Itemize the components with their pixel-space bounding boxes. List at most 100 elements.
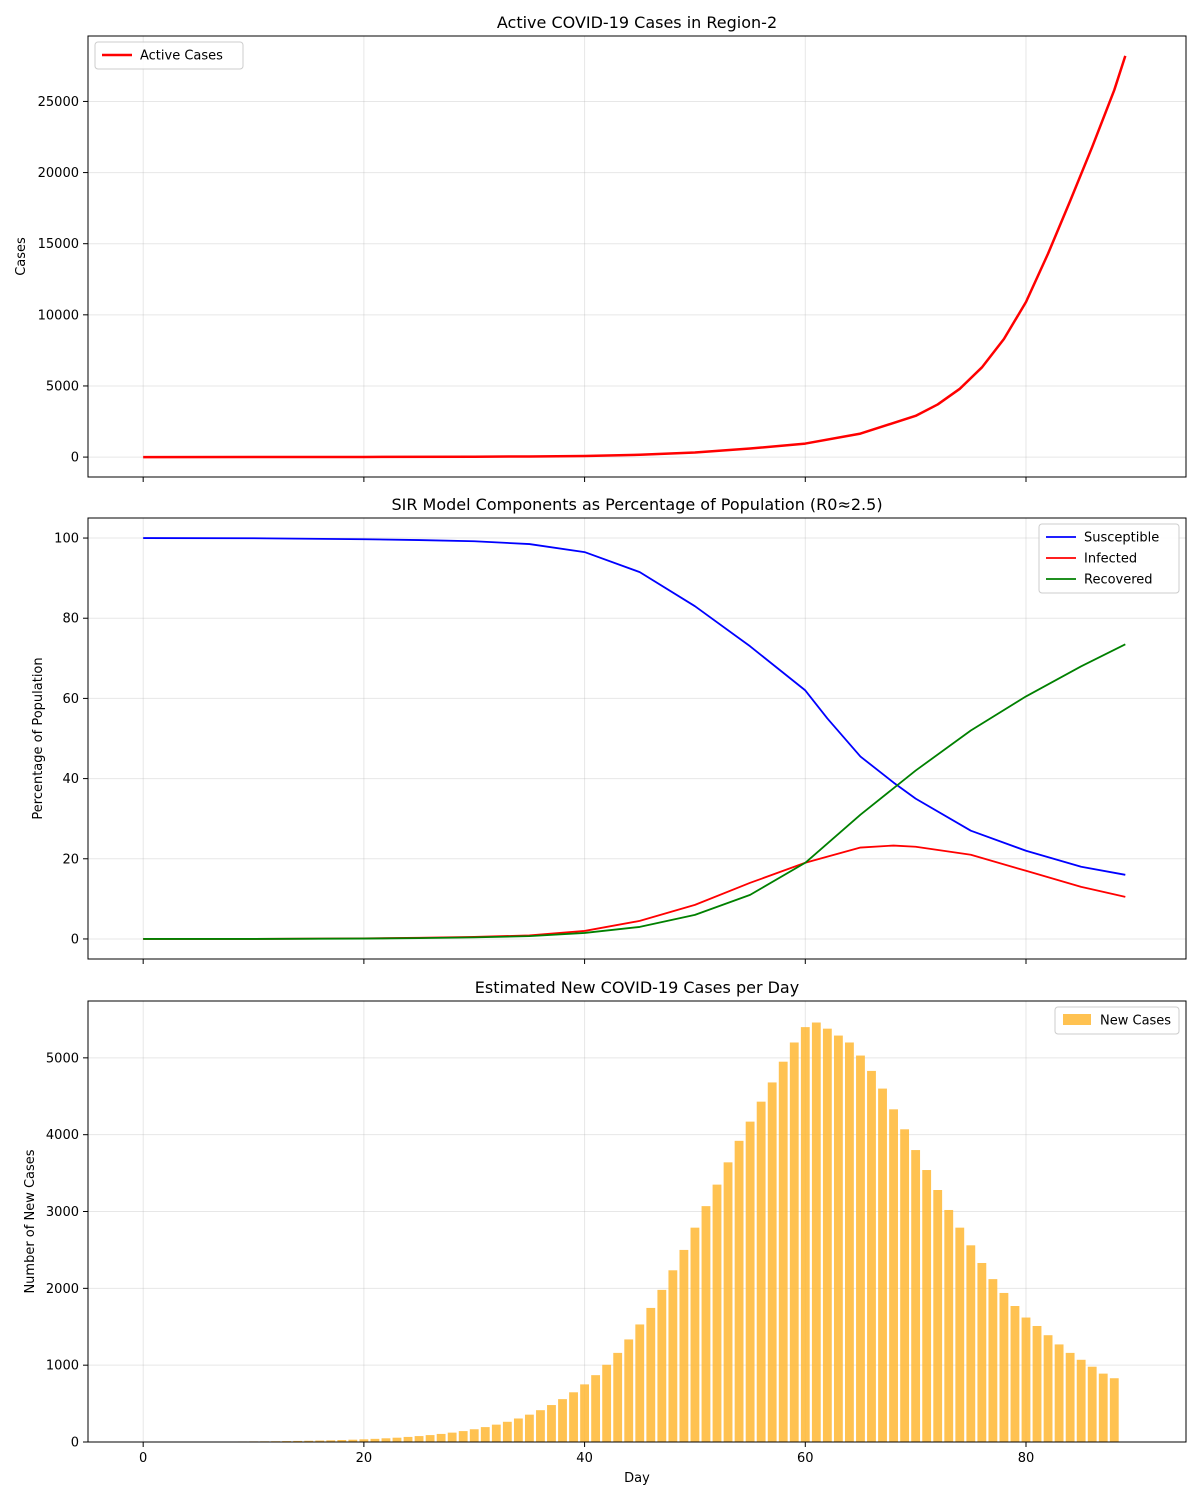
x-tick-label: 40 (576, 1451, 593, 1466)
chart-panel-1: 0 5000 10000 15000 20000 25000 Active COVID-19… (14, 13, 1187, 482)
legend-label: Recovered (1084, 573, 1153, 588)
bar (690, 1227, 700, 1442)
bar (668, 1270, 678, 1442)
y-tick-label: 60 (62, 692, 79, 707)
y-tick-label: 0 (71, 932, 79, 947)
bar (414, 1436, 424, 1442)
bar (977, 1262, 987, 1442)
bar (756, 1101, 766, 1442)
bar (480, 1427, 490, 1442)
bar (359, 1439, 369, 1442)
bar (944, 1209, 954, 1442)
x-tick-label: 60 (797, 1451, 814, 1466)
y-tick-label: 15000 (38, 237, 79, 252)
bar (1098, 1373, 1108, 1442)
legend-swatch (1063, 1014, 1091, 1025)
bar (1065, 1352, 1075, 1442)
bar (469, 1429, 479, 1442)
bar (911, 1150, 921, 1442)
plot-area (143, 537, 1126, 940)
bar (789, 1042, 799, 1442)
bar (524, 1414, 534, 1442)
bar (381, 1438, 391, 1442)
legend: Susceptible Infected Recovered (1038, 523, 1180, 594)
bar (304, 1440, 314, 1442)
bar (458, 1431, 468, 1442)
y-tick-label: 1000 (46, 1359, 79, 1374)
legend: New Cases (1054, 1006, 1180, 1035)
bar (933, 1190, 943, 1442)
plot-area (143, 55, 1127, 459)
bar (436, 1433, 446, 1442)
chart-title: Active COVID-19 Cases in Region-2 (497, 13, 777, 32)
y-axis-label: Number of New Cases (23, 1149, 38, 1293)
bar (701, 1206, 711, 1442)
bar (878, 1088, 887, 1442)
chart-panel-2: 0 20 40 60 80 100 SIR Model Components as Perc… (31, 495, 1187, 964)
y-tick-label: 4000 (46, 1128, 79, 1143)
bar (569, 1392, 578, 1442)
legend: Active Cases (94, 41, 244, 70)
bar (734, 1140, 744, 1442)
bar (1076, 1359, 1086, 1442)
y-tick-label: 5000 (46, 1051, 79, 1066)
bar (613, 1352, 623, 1442)
bar (1032, 1325, 1042, 1442)
bar (867, 1070, 876, 1442)
bar (502, 1421, 512, 1442)
bar (833, 1035, 843, 1442)
x-tick-label: 20 (356, 1451, 373, 1466)
bar (745, 1121, 755, 1442)
bar (856, 1055, 865, 1442)
bar (955, 1227, 965, 1442)
series-line-susceptible (143, 537, 1126, 876)
bar (635, 1324, 645, 1442)
series-line-recovered (143, 643, 1126, 940)
bar (900, 1129, 910, 1442)
bar (491, 1424, 501, 1442)
bar (723, 1162, 733, 1442)
bar (558, 1399, 567, 1442)
bar (1043, 1335, 1053, 1442)
legend-box (94, 41, 244, 70)
legend-box (1054, 1006, 1180, 1035)
bar (1109, 1378, 1119, 1442)
legend-label: Infected (1084, 552, 1137, 567)
bar (425, 1435, 435, 1442)
y-tick-label: 80 (62, 612, 79, 627)
bar (657, 1289, 667, 1442)
axes-frame (87, 517, 1187, 960)
bar (547, 1405, 556, 1442)
bar (392, 1437, 402, 1442)
bar (999, 1292, 1009, 1442)
plot-area (138, 1022, 1119, 1442)
y-axis-label: Percentage of Population (31, 657, 46, 819)
bar (1087, 1366, 1097, 1442)
x-tick-label: 0 (139, 1451, 147, 1466)
axes-frame (87, 1000, 1187, 1443)
bar (778, 1061, 788, 1442)
bar (293, 1440, 303, 1442)
y-tick-label: 5000 (46, 379, 79, 394)
series-line-infected (143, 844, 1126, 940)
legend-label: Susceptible (1084, 531, 1159, 546)
bar (315, 1440, 325, 1442)
bar (348, 1439, 358, 1442)
bar (326, 1440, 336, 1442)
x-axis-label: Day (624, 1471, 650, 1486)
bar (403, 1436, 413, 1442)
y-tick-label: 0 (71, 451, 79, 466)
bar (811, 1022, 821, 1442)
y-tick-label: 20 (62, 852, 79, 867)
bar (988, 1279, 998, 1442)
bar (580, 1384, 589, 1442)
y-tick-label: 2000 (46, 1282, 79, 1297)
y-tick-label: 40 (62, 772, 79, 787)
bar (922, 1170, 932, 1442)
bar (712, 1184, 722, 1442)
series-line-active-cases (143, 55, 1127, 459)
axes-frame (87, 35, 1187, 478)
bar (513, 1418, 523, 1442)
y-tick-label: 3000 (46, 1205, 79, 1220)
y-tick-label: 100 (54, 532, 79, 547)
